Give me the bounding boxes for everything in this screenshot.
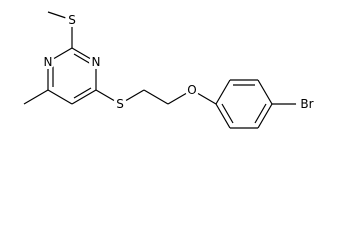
bond xyxy=(143,89,169,105)
label-mask xyxy=(185,83,199,97)
atom-label: S xyxy=(116,97,124,111)
atom-label: Br xyxy=(300,97,313,111)
atom-label: N xyxy=(92,55,101,69)
bond xyxy=(73,87,92,99)
label-mask xyxy=(89,55,103,69)
bond xyxy=(257,103,273,129)
label-mask xyxy=(65,13,79,27)
bond xyxy=(254,103,267,124)
bonds xyxy=(23,11,300,129)
label-mask xyxy=(296,94,316,114)
molecule: S N N S O Br xyxy=(23,11,316,129)
bond xyxy=(215,79,231,105)
label-mask xyxy=(113,97,127,111)
bond xyxy=(23,89,49,105)
atom-labels: S N N S O Br xyxy=(41,13,316,114)
bond xyxy=(47,89,73,105)
bond xyxy=(71,89,97,105)
bond xyxy=(257,79,273,105)
atom-label: S xyxy=(68,13,76,27)
label-mask xyxy=(41,55,55,69)
bond xyxy=(221,103,234,124)
bond xyxy=(73,53,92,65)
atom-label: O xyxy=(187,83,196,97)
atom-label: N xyxy=(44,55,53,69)
bond xyxy=(215,103,231,129)
